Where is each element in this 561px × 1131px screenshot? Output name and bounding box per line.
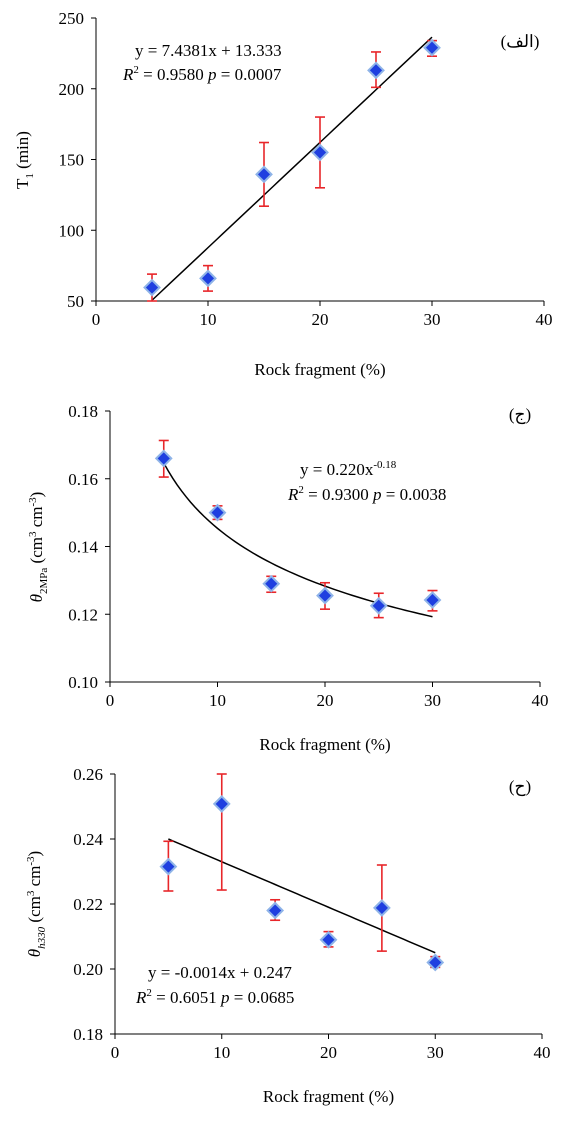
trend-line [163, 462, 433, 618]
y-axis-label: θh330 (cm3 cm-3) [25, 851, 48, 957]
y-tick-label: 100 [59, 221, 85, 240]
y-tick-label: 0.18 [68, 402, 98, 421]
y-tick-label: 250 [59, 9, 85, 28]
data-point [208, 503, 227, 522]
y-tick-label: 0.14 [68, 538, 98, 557]
panel-label: (الف) [501, 32, 540, 51]
fit-statistics: R2 = 0.9300 p = 0.0038 [287, 484, 446, 504]
panel-label: (ج) [509, 405, 531, 425]
x-tick-label: 20 [320, 1043, 337, 1062]
data-point [372, 898, 391, 917]
data-point [423, 591, 442, 609]
x-tick-label: 30 [424, 691, 441, 710]
data-point [143, 278, 161, 297]
trend-line [151, 36, 433, 301]
data-point [319, 930, 338, 949]
x-tick-label: 0 [106, 691, 115, 710]
y-tick-label: 0.22 [73, 895, 103, 914]
data-point [255, 165, 273, 184]
data-point [199, 269, 217, 288]
chart-panel-2: 0 10 20 30 40 0.10 0.12 0.14 0.16 0.18 Rock fragme… [27, 402, 549, 754]
y-tick-label: 0.20 [73, 960, 103, 979]
x-tick-label: 0 [111, 1043, 120, 1062]
x-tick-label: 20 [312, 310, 329, 329]
x-axis-label: Rock fragment (%) [259, 735, 390, 754]
x-axis-label: Rock fragment (%) [263, 1087, 394, 1106]
x-tick-label: 20 [317, 691, 334, 710]
panel-label: (ح) [509, 777, 531, 797]
chart-panel-1: 0 10 20 30 40 50 100 150 200 250 Rock fragment (%)… [13, 9, 553, 379]
x-tick-label: 0 [92, 310, 101, 329]
x-tick-label: 10 [200, 310, 217, 329]
trend-line [168, 838, 436, 954]
y-tick-label: 0.26 [73, 765, 103, 784]
data-point [369, 596, 388, 615]
y-tick-label: 0.18 [73, 1025, 103, 1044]
data-point [154, 449, 173, 468]
fit-equation: y = -0.0014x + 0.247 [148, 963, 292, 982]
data-point [311, 143, 329, 162]
chart-panel-3: 0 10 20 30 40 0.18 0.20 0.22 0.24 0.26 Rock fragme… [25, 765, 551, 1106]
data-point [212, 794, 231, 813]
x-tick-label: 30 [424, 310, 441, 329]
x-axis-label: Rock fragment (%) [254, 360, 385, 379]
fit-statistics: R2 = 0.9580 p = 0.0007 [122, 64, 282, 84]
x-tick-label: 40 [536, 310, 553, 329]
y-tick-label: 0.10 [68, 673, 98, 692]
fit-equation: y = 7.4381x + 13.333 [135, 41, 282, 60]
data-point [266, 901, 285, 920]
x-tick-label: 40 [534, 1043, 551, 1062]
fit-statistics: R2 = 0.6051 p = 0.0685 [135, 987, 294, 1007]
data-point [423, 38, 441, 57]
y-tick-label: 0.24 [73, 830, 103, 849]
x-tick-label: 10 [209, 691, 226, 710]
y-tick-label: 0.16 [68, 470, 98, 489]
y-axis-label: θ2MPa (cm3 cm-3) [27, 492, 50, 603]
fit-equation: y = 0.220x-0.18 [300, 459, 397, 479]
y-tick-label: 150 [59, 151, 85, 170]
data-point [262, 574, 281, 593]
y-tick-label: 0.12 [68, 605, 98, 624]
data-point [426, 953, 445, 972]
x-tick-label: 30 [427, 1043, 444, 1062]
x-tick-label: 40 [532, 691, 549, 710]
data-point [159, 857, 178, 876]
y-tick-label: 50 [67, 292, 84, 311]
y-axis-label: T1 (min) [13, 131, 36, 189]
data-point [367, 61, 385, 80]
y-tick-label: 200 [59, 80, 85, 99]
x-tick-label: 10 [213, 1043, 230, 1062]
data-point [316, 586, 334, 605]
